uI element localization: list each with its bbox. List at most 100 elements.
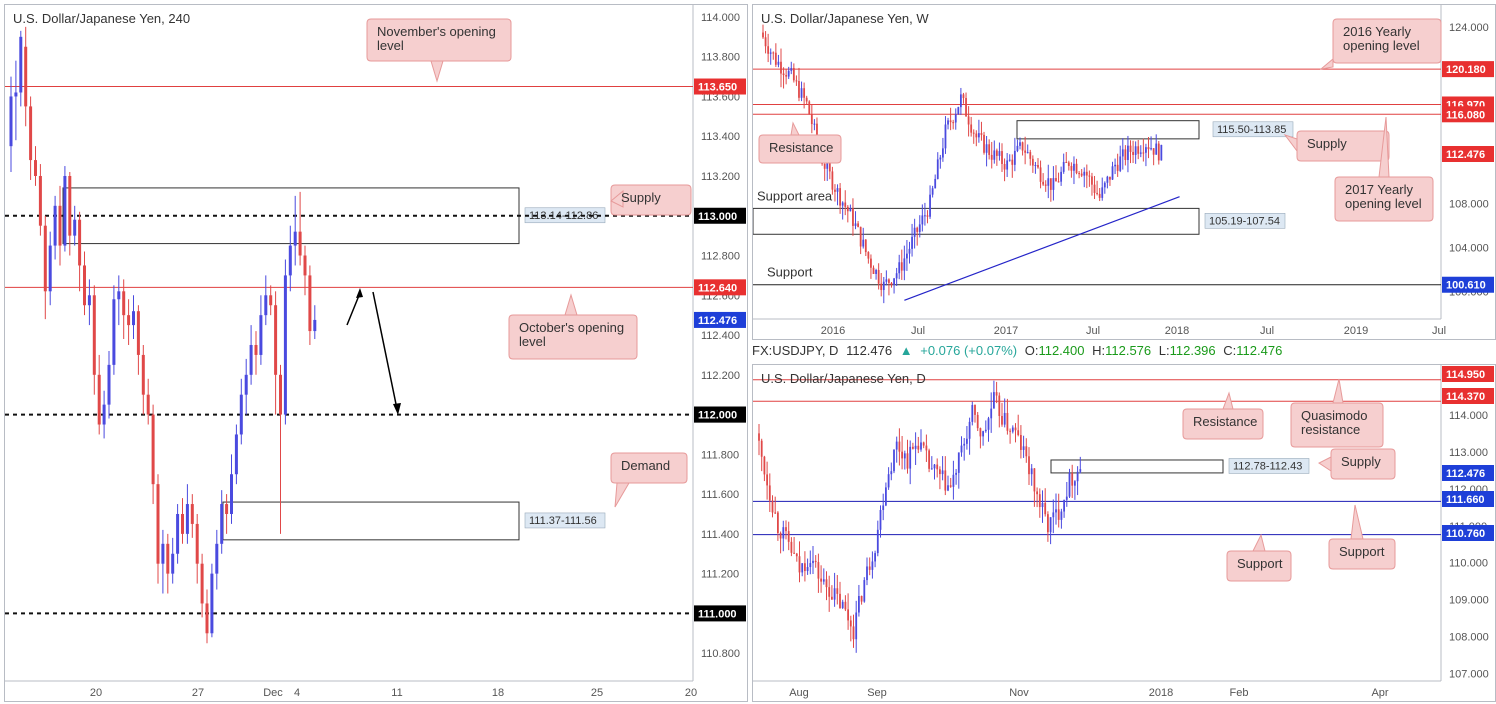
price-tag — [694, 78, 746, 95]
price-tag — [1442, 366, 1494, 382]
price-tag-label: 112.476 — [1446, 468, 1485, 480]
candle — [795, 553, 798, 557]
candle — [798, 556, 801, 573]
candle — [1065, 496, 1068, 500]
candle — [1041, 502, 1044, 508]
candle — [1139, 152, 1142, 154]
candle — [1006, 412, 1009, 431]
candle — [1019, 142, 1021, 146]
candle — [1009, 430, 1011, 432]
candle — [14, 92, 18, 97]
price-tag-label: 111.000 — [698, 608, 737, 620]
callout-pointer — [1283, 134, 1298, 153]
candle — [1057, 509, 1060, 520]
candle — [955, 472, 957, 475]
candle — [925, 445, 928, 451]
candle — [176, 513, 180, 554]
daily-change: +0.076 (+0.07%) — [920, 343, 1018, 358]
candle — [779, 532, 782, 539]
candle — [73, 219, 77, 236]
candle — [926, 215, 929, 217]
weekly-chart[interactable]: 124.000108.000104.000100.0002016Jul2017J… — [753, 5, 1496, 340]
candle — [1150, 148, 1152, 150]
callout-box — [508, 314, 638, 360]
candle — [965, 98, 967, 117]
support-callout-2: Support — [1328, 504, 1396, 570]
candle — [195, 523, 199, 564]
candle — [1044, 184, 1047, 186]
daily-symbol[interactable]: FX:USDJPY, D — [752, 343, 839, 358]
candle — [975, 133, 978, 138]
candle — [864, 239, 867, 253]
candle — [264, 295, 268, 316]
candle — [941, 470, 944, 475]
candle — [254, 344, 258, 355]
candle — [29, 106, 33, 161]
candle — [804, 563, 806, 572]
time-tick-label: 18 — [492, 687, 504, 699]
candle — [151, 414, 155, 485]
weekly-support-label: Support — [767, 265, 813, 280]
zone-box — [753, 207, 1200, 235]
price-tag-label: 113.000 — [698, 211, 737, 223]
candle — [215, 543, 219, 574]
candle — [1028, 456, 1030, 475]
candle — [913, 227, 916, 237]
candle — [800, 88, 803, 98]
h4-chart-panel[interactable]: 114.000 113.800 113.600 113.400 113.200 112.8… — [4, 4, 748, 702]
price-tick-label: 112.200 — [701, 370, 740, 382]
time-tick-label: 4 — [294, 687, 300, 699]
weekly-resistance-callout: Resistance — [758, 121, 842, 164]
callout-box — [1332, 18, 1442, 64]
price-tick-label: 113.000 — [1449, 447, 1488, 459]
weekly-chart-panel[interactable]: 124.000108.000104.000100.0002016Jul2017J… — [752, 4, 1496, 340]
candle — [846, 206, 849, 212]
candle — [931, 188, 934, 195]
price-tag-label: 100.610 — [1446, 280, 1486, 292]
price-tick-label: 113.400 — [701, 131, 740, 143]
candle — [1098, 193, 1101, 198]
candle — [1152, 148, 1155, 155]
candle — [1147, 147, 1150, 150]
daily-supply-callout: Supply — [1318, 448, 1396, 480]
zone-box — [62, 187, 520, 245]
candle — [1044, 502, 1047, 515]
candle — [920, 442, 922, 450]
candle — [970, 124, 973, 133]
candle — [814, 560, 817, 563]
price-tick-label: 108.000 — [1449, 632, 1489, 644]
candle — [787, 531, 790, 542]
candle — [244, 374, 248, 395]
candle — [822, 579, 825, 582]
candle — [1109, 176, 1111, 180]
candle — [839, 593, 841, 608]
candle — [1039, 167, 1042, 182]
h4-demand-callout: Demand — [610, 452, 688, 508]
time-tick-label: Apr — [1371, 687, 1388, 699]
candle — [858, 596, 860, 613]
zone-box — [1016, 120, 1200, 140]
daily-chart[interactable]: 114.000113.000112.000111.000110.000109.0… — [753, 365, 1496, 702]
candle — [947, 485, 949, 491]
price-tag-label: 114.950 — [1446, 369, 1485, 381]
candle — [979, 428, 982, 437]
candle — [852, 208, 854, 226]
callout-box — [610, 452, 688, 484]
h4-chart[interactable]: 114.000113.800113.600113.400113.200112.8… — [5, 5, 748, 702]
candle — [1101, 187, 1104, 198]
daily-chart-panel[interactable]: 114.000113.000112.000111.000110.000109.0… — [752, 364, 1496, 702]
candle — [817, 562, 820, 579]
price-tick-label: 112.400 — [701, 330, 740, 342]
candle — [908, 248, 911, 254]
callout-text: opening level — [1343, 38, 1420, 53]
daily-close: 112.476 — [1236, 343, 1283, 358]
callout-box — [1290, 402, 1384, 448]
candle — [230, 474, 233, 514]
candle — [1017, 430, 1020, 435]
zone-label-bg — [1212, 121, 1294, 138]
candle — [34, 160, 37, 176]
price-tag-label: 110.760 — [1446, 528, 1485, 540]
candle — [828, 587, 831, 597]
candle — [847, 609, 849, 621]
